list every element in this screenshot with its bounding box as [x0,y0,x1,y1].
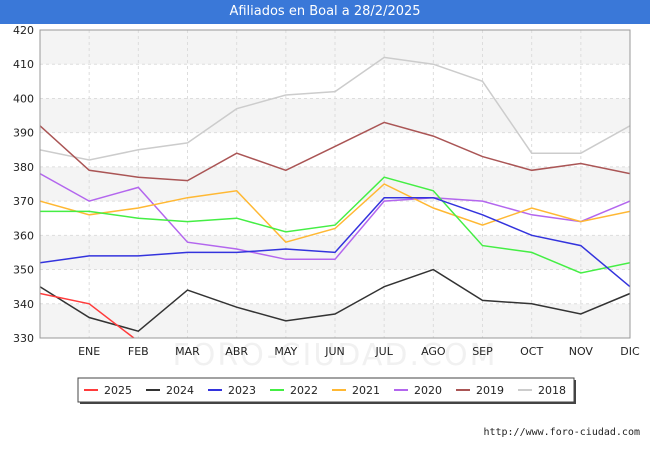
series-line-2019 [40,121,630,182]
x-tick-label: MAR [175,345,200,358]
legend-label: 2023 [228,384,256,397]
x-tick-label: AGO [421,345,446,358]
legend-label: 2024 [166,384,194,397]
chart-title: Afiliados en Boal a 28/2/2025 [0,0,650,24]
plot-band [40,166,630,202]
x-tick-label: JUL [374,345,393,358]
x-tick-label: ABR [225,345,248,358]
x-tick-label: DIC [620,345,640,358]
legend-label: 2021 [352,384,380,397]
footer-url[interactable]: http://www.foro-ciudad.com [483,427,640,438]
y-tick-label: 350 [13,264,34,277]
legend-label: 2018 [538,384,566,397]
y-tick-label: 410 [13,58,34,71]
y-tick-label: 420 [13,24,34,37]
plot-frame [39,29,631,339]
legend-label: 2019 [476,384,504,397]
plot-band [40,64,630,99]
y-tick-label: 400 [13,92,34,105]
watermark: FORO-CIUDAD.COM [173,338,498,373]
series-line-2023 [40,196,630,288]
series-line-2024 [40,268,630,333]
x-tick-label: OCT [520,345,543,358]
legend-label: 2022 [290,384,318,397]
x-tick-label: NOV [569,345,594,358]
y-tick-label: 360 [13,229,34,242]
legend-label: 2025 [104,384,132,397]
x-tick-label: MAY [274,345,297,358]
y-tick-label: 390 [13,127,34,140]
x-tick-label: SEP [472,345,493,358]
legend-box [77,377,575,403]
x-tick-label: ENE [78,345,100,358]
plot-band [40,132,630,167]
series-line-2018 [40,56,630,161]
series-line-2021 [40,183,630,244]
series-line-2025 [40,292,136,338]
series-line-2020 [40,173,630,261]
y-tick-label: 330 [13,332,34,345]
x-tick-label: FEB [128,345,149,358]
y-tick-label: 370 [13,195,34,208]
legend-label: 2020 [414,384,442,397]
x-tick-label: JUN [324,345,345,358]
plot-band [40,30,630,65]
series-line-2022 [40,176,630,274]
plot-band [40,269,630,304]
y-tick-label: 340 [13,298,34,311]
y-tick-label: 380 [13,161,34,174]
